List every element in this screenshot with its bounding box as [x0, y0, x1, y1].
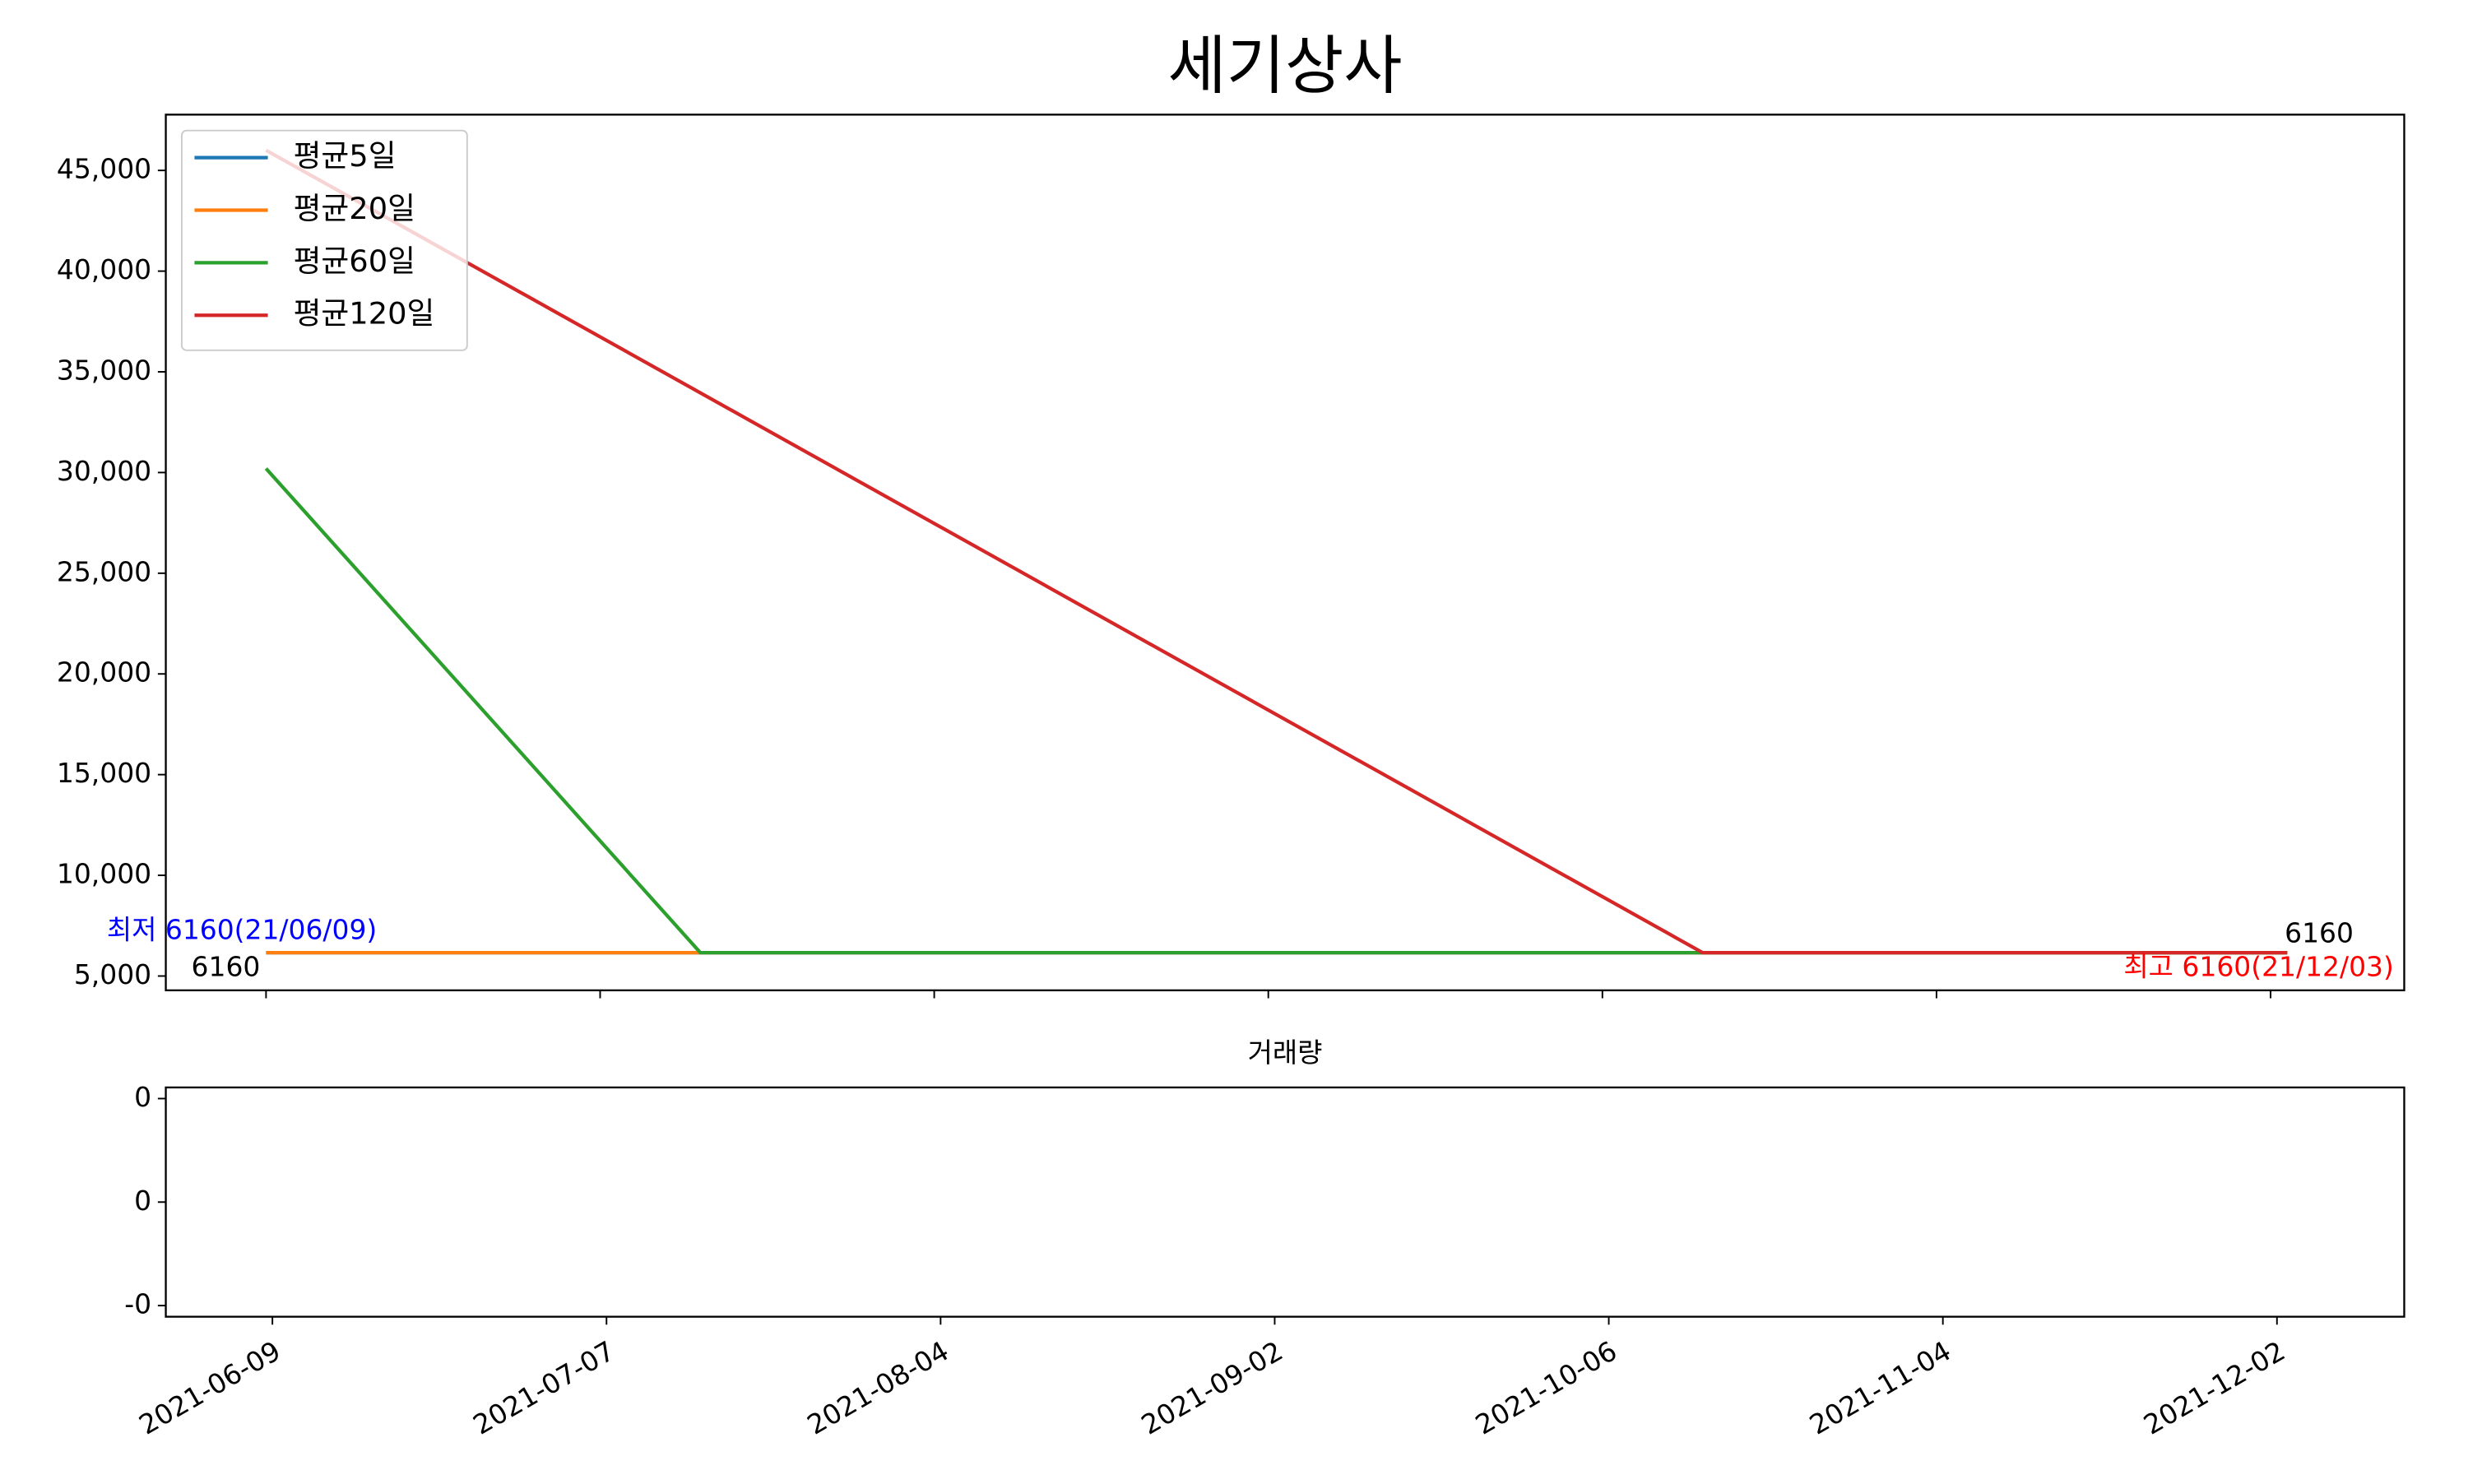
y-tick-label: 20,000: [57, 656, 151, 689]
y-tick-label: 35,000: [57, 355, 151, 387]
annotation: 6160: [2285, 917, 2354, 949]
y-tick-label: 30,000: [57, 455, 151, 487]
x-tick-label: 2021-09-02: [1136, 1334, 1288, 1440]
y-tick-label: 25,000: [57, 555, 151, 587]
annotation: 최저 6160(21/06/09): [107, 914, 377, 946]
y-tick-label: 40,000: [57, 253, 151, 285]
x-tick-label: 2021-10-06: [1470, 1334, 1622, 1440]
y-tick-label: 0: [134, 1185, 151, 1217]
x-tick-label: 2021-11-04: [1804, 1334, 1956, 1440]
x-tick-label: 2021-07-07: [467, 1334, 619, 1440]
y-tick-label: 15,000: [57, 757, 151, 789]
annotation: 6160: [192, 950, 261, 982]
legend-label: 평균20일: [294, 191, 415, 226]
subplot-title: 거래량: [1248, 1036, 1323, 1069]
y-tick-label: 45,000: [57, 153, 151, 185]
line: [265, 148, 2288, 955]
y-tick-label: 5,000: [74, 958, 151, 990]
x-tick-label: 2021-06-09: [133, 1334, 285, 1440]
y-tick-label: 0: [134, 1081, 151, 1113]
x-tick-label: 2021-12-02: [2138, 1334, 2290, 1440]
legend-box: [180, 129, 468, 351]
chart-title: 세기상사: [1167, 30, 1402, 104]
x-tick-label: 2021-08-04: [802, 1334, 954, 1440]
y-tick-label: -0: [124, 1288, 151, 1320]
legend-label: 평균60일: [294, 243, 415, 279]
plot-frame: [165, 114, 2405, 992]
plot-frame: [165, 1086, 2405, 1318]
legend-label: 평균5일: [294, 138, 397, 174]
annotation: 최고 6160(21/12/03): [2123, 950, 2393, 982]
y-tick-label: 10,000: [57, 858, 151, 890]
line: [264, 467, 2288, 955]
legend-label: 평균120일: [294, 296, 435, 332]
